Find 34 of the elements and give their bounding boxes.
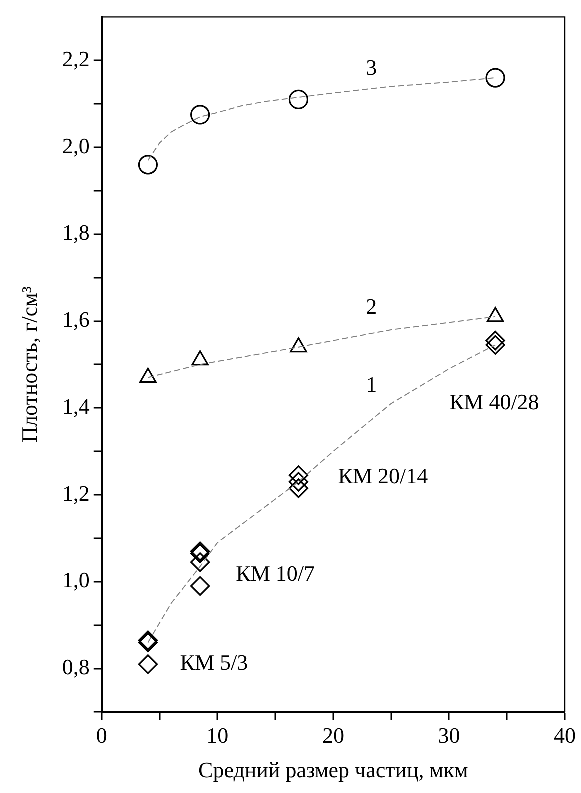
point [486, 331, 506, 351]
y-tick-label: 2,0 [62, 133, 90, 158]
x-axis-title: Средний размер частиц, мкм [198, 758, 468, 783]
annotation: 3 [366, 55, 378, 80]
point [190, 105, 210, 125]
y-tick-label: 1,6 [62, 307, 90, 332]
x-tick-label: 40 [554, 723, 576, 748]
y-tick-label: 1,0 [62, 568, 90, 593]
x-tick-label: 10 [206, 723, 229, 748]
x-tick-label: 30 [438, 723, 460, 748]
point [138, 654, 158, 674]
x-tick-label: 20 [322, 723, 344, 748]
y-tick-label: 2,2 [62, 46, 90, 72]
point [190, 576, 210, 596]
y-tick-label: 1,4 [62, 394, 90, 419]
annotation: 2 [366, 294, 378, 320]
annotation: 1 [366, 372, 378, 398]
point [190, 552, 210, 572]
point [138, 155, 158, 175]
x-tick-label: 0 [96, 723, 108, 748]
y-tick-label: 0,8 [62, 654, 90, 680]
point [288, 472, 309, 492]
y-tick-label: 1,8 [62, 220, 90, 246]
annotation: КМ 5/3 [180, 650, 248, 676]
point [486, 335, 506, 355]
y-axis-title: Плотность, г/см³ [16, 286, 42, 443]
annotation: КМ 40/28 [449, 390, 540, 415]
y-tick-label: 1,2 [62, 480, 90, 506]
annotation: КМ 20/14 [338, 463, 428, 488]
point [486, 68, 506, 88]
point [288, 90, 309, 110]
point [288, 466, 309, 486]
point [288, 478, 309, 498]
annotation: КМ 10/7 [236, 561, 315, 586]
